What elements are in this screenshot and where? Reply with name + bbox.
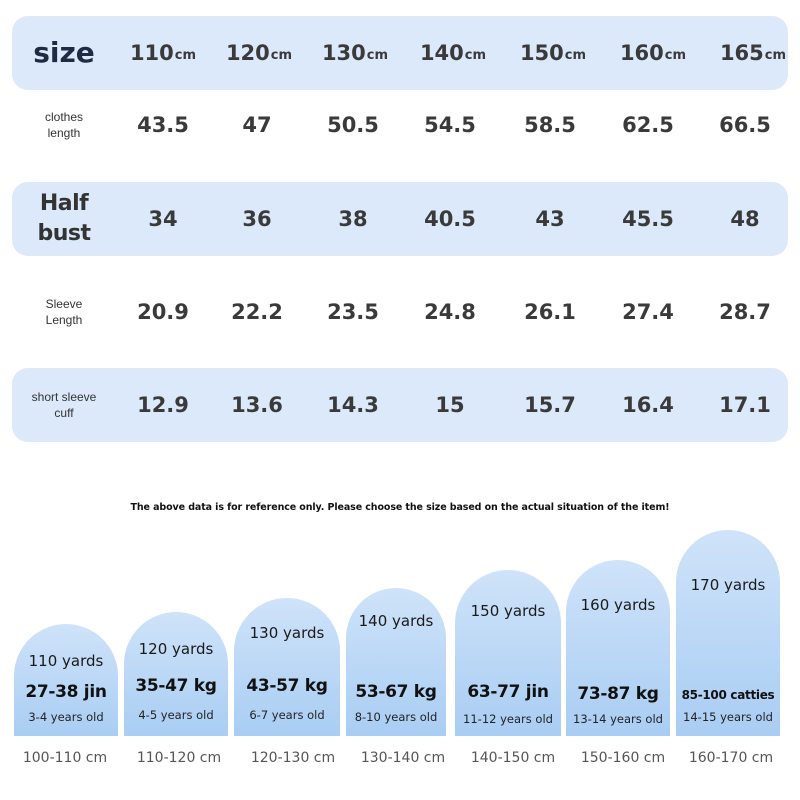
size-cell: 160 cm (619, 41, 687, 65)
size-arch-120: 120 yards 35-47 kg 4-5 years old (124, 612, 228, 736)
value-cell: 15.7 (524, 393, 576, 417)
row-label: Sleeve Length (45, 296, 83, 327)
value-cell: 14.3 (327, 393, 379, 417)
value-cell: 66.5 (719, 113, 771, 137)
height-label: 160-170 cm (688, 750, 774, 766)
arch-age: 14-15 years old (683, 710, 773, 724)
value-cell: 50.5 (327, 113, 379, 137)
size-arch-160: 160 yards 73-87 kg 13-14 years old (566, 560, 670, 736)
short-sleeve-cuff-row: short sleeve cuff 12.9 13.6 14.3 15 15.7 … (0, 368, 800, 442)
height-label: 130-140 cm (360, 750, 446, 766)
row-band (12, 182, 788, 256)
size-arch-170: 170 yards 85-100 catties 14-15 years old (676, 530, 780, 736)
reference-note: The above data is for reference only. Pl… (130, 502, 670, 513)
row-label: Half bust (37, 191, 91, 246)
row-band (12, 16, 788, 90)
value-cell: 28.7 (719, 300, 771, 324)
row-label: short sleeve cuff (31, 389, 97, 420)
value-cell: 47 (242, 113, 272, 137)
value-cell: 38 (338, 207, 368, 231)
arch-yards: 130 yards (249, 624, 325, 642)
half-bust-row: Half bust 34 36 38 40.5 43 45.5 48 (0, 182, 800, 256)
arch-yards: 140 yards (358, 612, 434, 630)
arch-age: 11-12 years old (463, 712, 553, 726)
arch-yards: 110 yards (28, 652, 104, 670)
value-cell: 36 (242, 207, 272, 231)
value-cell: 45.5 (622, 207, 674, 231)
value-cell: 16.4 (622, 393, 674, 417)
value-cell: 23.5 (327, 300, 379, 324)
value-cell: 13.6 (231, 393, 283, 417)
arch-yards: 170 yards (690, 576, 766, 594)
height-label: 100-110 cm (22, 750, 108, 766)
row-band (12, 368, 788, 442)
size-arch-110: 110 yards 27-38 jin 3-4 years old (14, 624, 118, 736)
arch-yards: 150 yards (470, 602, 546, 620)
value-cell: 12.9 (137, 393, 189, 417)
height-label: 140-150 cm (470, 750, 556, 766)
arch-yards: 160 yards (580, 596, 656, 614)
arch-weight: 63-77 jin (467, 682, 549, 702)
height-label: 150-160 cm (580, 750, 666, 766)
size-cell: 110 cm (129, 41, 197, 65)
size-cell: 120 cm (225, 41, 293, 65)
arch-weight: 35-47 kg (135, 676, 217, 696)
value-cell: 62.5 (622, 113, 674, 137)
size-cell: 150 cm (519, 41, 587, 65)
arch-weight: 43-57 kg (246, 676, 328, 696)
row-label: clothes length (44, 109, 84, 140)
value-cell: 40.5 (424, 207, 476, 231)
arch-weight: 85-100 catties (681, 688, 775, 702)
arch-age: 13-14 years old (573, 712, 663, 726)
arch-weight: 27-38 jin (25, 682, 107, 702)
value-cell: 22.2 (231, 300, 283, 324)
sleeve-length-row: Sleeve Length 20.9 22.2 23.5 24.8 26.1 27… (0, 275, 800, 349)
value-cell: 24.8 (424, 300, 476, 324)
value-cell: 48 (730, 207, 760, 231)
height-label: 110-120 cm (136, 750, 222, 766)
value-cell: 43 (535, 207, 565, 231)
arch-yards: 120 yards (138, 640, 214, 658)
value-cell: 54.5 (424, 113, 476, 137)
value-cell: 27.4 (622, 300, 674, 324)
size-cell: 165 cm (719, 41, 787, 65)
arch-age: 6-7 years old (249, 708, 325, 722)
arch-age: 4-5 years old (138, 708, 214, 722)
value-cell: 43.5 (137, 113, 189, 137)
size-arch-130: 130 yards 43-57 kg 6-7 years old (234, 598, 340, 736)
arch-age: 8-10 years old (354, 710, 438, 724)
value-cell: 58.5 (524, 113, 576, 137)
value-cell: 17.1 (719, 393, 771, 417)
value-cell: 26.1 (524, 300, 576, 324)
clothes-length-row: clothes length 43.5 47 50.5 54.5 58.5 62.… (0, 88, 800, 162)
arch-weight: 73-87 kg (577, 684, 659, 704)
size-arch-140: 140 yards 53-67 kg 8-10 years old (346, 588, 446, 736)
size-header-row: size 110 cm 120 cm 130 cm 140 cm 150 cm 160 cm… (0, 16, 800, 90)
value-cell: 20.9 (137, 300, 189, 324)
value-cell: 15 (435, 393, 465, 417)
arch-weight: 53-67 kg (355, 682, 437, 702)
size-arch-150: 150 yards 63-77 jin 11-12 years old (455, 570, 561, 736)
size-cell: 130 cm (321, 41, 389, 65)
arch-age: 3-4 years old (28, 710, 104, 724)
height-label: 120-130 cm (250, 750, 336, 766)
size-header-label: size (33, 36, 95, 70)
size-cell: 140 cm (419, 41, 487, 65)
value-cell: 34 (148, 207, 178, 231)
